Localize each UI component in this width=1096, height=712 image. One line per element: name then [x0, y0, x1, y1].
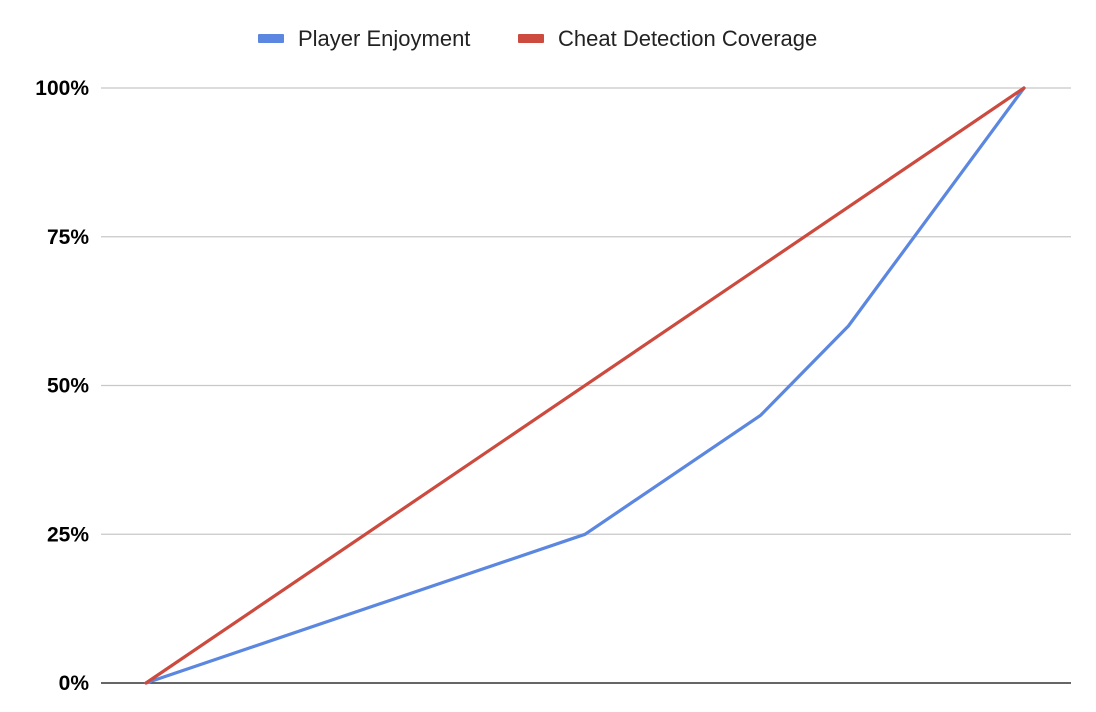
legend-swatch: [258, 34, 284, 43]
legend: Player Enjoyment Cheat Detection Coverage: [258, 26, 817, 51]
series-lines: [144, 86, 1026, 685]
legend-label: Cheat Detection Coverage: [558, 26, 817, 51]
y-axis-tick-labels: 0% 25% 50% 75% 100%: [35, 77, 89, 695]
y-tick-label: 50%: [47, 375, 89, 398]
legend-item: Player Enjoyment: [258, 26, 470, 51]
series-line-player-enjoyment: [144, 86, 1026, 685]
legend-item: Cheat Detection Coverage: [518, 26, 817, 51]
y-tick-label: 75%: [47, 226, 89, 249]
legend-swatch: [518, 34, 544, 43]
y-tick-label: 100%: [35, 77, 89, 100]
y-tick-label: 0%: [59, 672, 90, 695]
legend-label: Player Enjoyment: [298, 26, 470, 51]
y-tick-label: 25%: [47, 523, 89, 546]
series-line-cheat-detection-coverage: [144, 86, 1026, 685]
